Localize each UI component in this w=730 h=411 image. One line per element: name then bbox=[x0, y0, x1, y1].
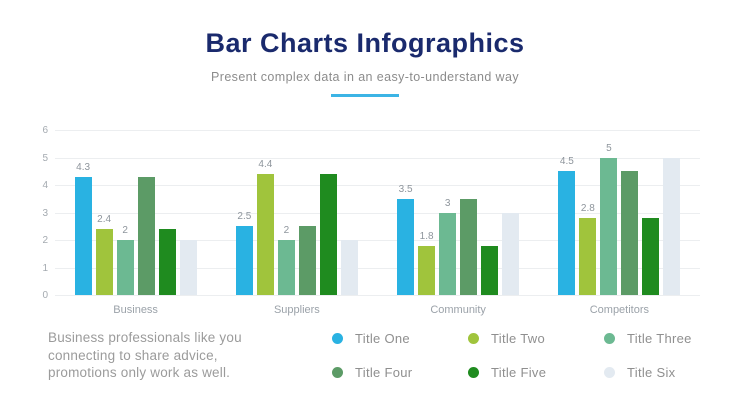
category-label: Competitors bbox=[589, 304, 650, 316]
bar: 4.5 bbox=[558, 156, 576, 295]
bar: 5 bbox=[600, 143, 618, 295]
gridline bbox=[55, 295, 700, 296]
gridline bbox=[55, 212, 700, 214]
bar: 2.8 bbox=[579, 203, 597, 295]
bar-value-label: 4.5 bbox=[559, 156, 574, 168]
legend-label: Title Two bbox=[491, 331, 545, 346]
y-tick-label: 3 bbox=[42, 207, 48, 219]
bar: 2.4 bbox=[95, 214, 113, 295]
bar: 2 bbox=[116, 225, 134, 295]
legend-item: Title One bbox=[332, 331, 468, 346]
bar-group-community: 3.5 1.8 3 Community bbox=[397, 130, 520, 316]
legend-label: Title Five bbox=[491, 365, 547, 380]
bar-value-label: 1.8 bbox=[419, 230, 434, 242]
category-label: Community bbox=[430, 304, 486, 316]
bar bbox=[340, 240, 358, 295]
y-tick-label: 2 bbox=[42, 235, 48, 246]
gridline bbox=[55, 130, 700, 131]
chart-plot-area: 0 1 2 3 4 5 6 4.3 2.4 2 Business 2.5 4.4 2 Suppliers 3… bbox=[42, 125, 700, 316]
bar bbox=[502, 212, 520, 295]
footer-note-line: promotions only work as well. bbox=[48, 365, 231, 380]
bar-group-competitors: 4.5 2.8 5 Competitors bbox=[558, 130, 681, 316]
bar-value-label: 4.4 bbox=[258, 159, 273, 170]
legend-dot-icon bbox=[604, 333, 615, 344]
y-tick-label: 0 bbox=[42, 290, 48, 301]
bar: 3 bbox=[439, 198, 457, 295]
legend-dot-icon bbox=[468, 333, 479, 344]
bar-chart: 0 1 2 3 4 5 6 4.3 2.4 2 Business 2.5 4.4 2 Suppliers 3… bbox=[0, 118, 730, 318]
y-tick-label: 4 bbox=[42, 180, 48, 191]
bar-groups: 4.3 2.4 2 Business 2.5 4.4 2 Suppliers 3.5 1.8 3 Co… bbox=[55, 130, 700, 316]
bar bbox=[298, 226, 316, 295]
legend-dot-icon bbox=[332, 367, 343, 378]
legend: Title One Title Two Title Three Title Four T… bbox=[332, 331, 724, 380]
bar bbox=[158, 229, 176, 295]
bar-value-label: 3 bbox=[444, 197, 451, 209]
bar-group-suppliers: 2.5 4.4 2 Suppliers bbox=[235, 130, 358, 316]
y-tick-label: 1 bbox=[42, 262, 48, 274]
bar bbox=[319, 174, 337, 295]
legend-item: Title Six bbox=[604, 365, 724, 380]
bar: 4.3 bbox=[74, 162, 92, 295]
bar bbox=[137, 176, 155, 295]
bar-value-label: 2.4 bbox=[97, 214, 112, 225]
bar-value-label: 4.3 bbox=[76, 161, 91, 173]
bar-value-label: 2 bbox=[283, 225, 290, 236]
bar-value-label: 3.5 bbox=[398, 183, 413, 195]
legend-dot-icon bbox=[332, 333, 343, 344]
y-tick-label: 5 bbox=[42, 152, 48, 164]
legend-dot-icon bbox=[468, 367, 479, 378]
category-label: Suppliers bbox=[273, 304, 320, 316]
bar: 3.5 bbox=[397, 184, 415, 295]
bar: 4.4 bbox=[256, 159, 274, 295]
gridline bbox=[55, 157, 700, 159]
bar bbox=[621, 171, 639, 295]
footer-note-line: connecting to share advice, bbox=[48, 347, 218, 363]
bar bbox=[179, 240, 197, 295]
gridline bbox=[55, 240, 700, 241]
bar-value-label: 2.5 bbox=[237, 211, 252, 223]
bar-value-label: 2 bbox=[122, 225, 128, 236]
legend-label: Title Six bbox=[627, 365, 676, 380]
category-label: Business bbox=[113, 304, 158, 316]
legend-item: Title Five bbox=[468, 365, 604, 380]
legend-dot-icon bbox=[604, 367, 615, 378]
legend-item: Title Two bbox=[468, 331, 604, 346]
bar bbox=[642, 218, 660, 295]
legend-item: Title Four bbox=[332, 365, 468, 380]
bar bbox=[481, 245, 499, 295]
gridline bbox=[55, 267, 700, 269]
bar-value-label: 2.8 bbox=[580, 203, 595, 214]
legend-label: Title One bbox=[355, 331, 410, 346]
footer-note: Business professionals like you connecti… bbox=[48, 329, 298, 382]
bar: 2.5 bbox=[235, 211, 253, 295]
header: Bar Charts Infographics Present complex … bbox=[0, 28, 730, 97]
footer-note-line: Business professionals like you bbox=[48, 330, 242, 345]
bar: 1.8 bbox=[418, 231, 436, 295]
bar bbox=[663, 157, 681, 295]
legend-item: Title Three bbox=[604, 331, 724, 346]
bar-group-business: 4.3 2.4 2 Business bbox=[74, 130, 197, 316]
bar-value-label: 5 bbox=[606, 142, 612, 154]
bar bbox=[460, 198, 478, 295]
y-tick-label: 6 bbox=[42, 125, 48, 136]
legend-label: Title Three bbox=[627, 331, 692, 346]
legend-label: Title Four bbox=[355, 365, 413, 380]
gridline bbox=[55, 185, 700, 186]
page-title: Bar Charts Infographics bbox=[205, 28, 525, 58]
title-underline-accent bbox=[331, 94, 399, 97]
page-subtitle: Present complex data in an easy-to-under… bbox=[211, 70, 519, 84]
bar: 2 bbox=[277, 225, 295, 295]
